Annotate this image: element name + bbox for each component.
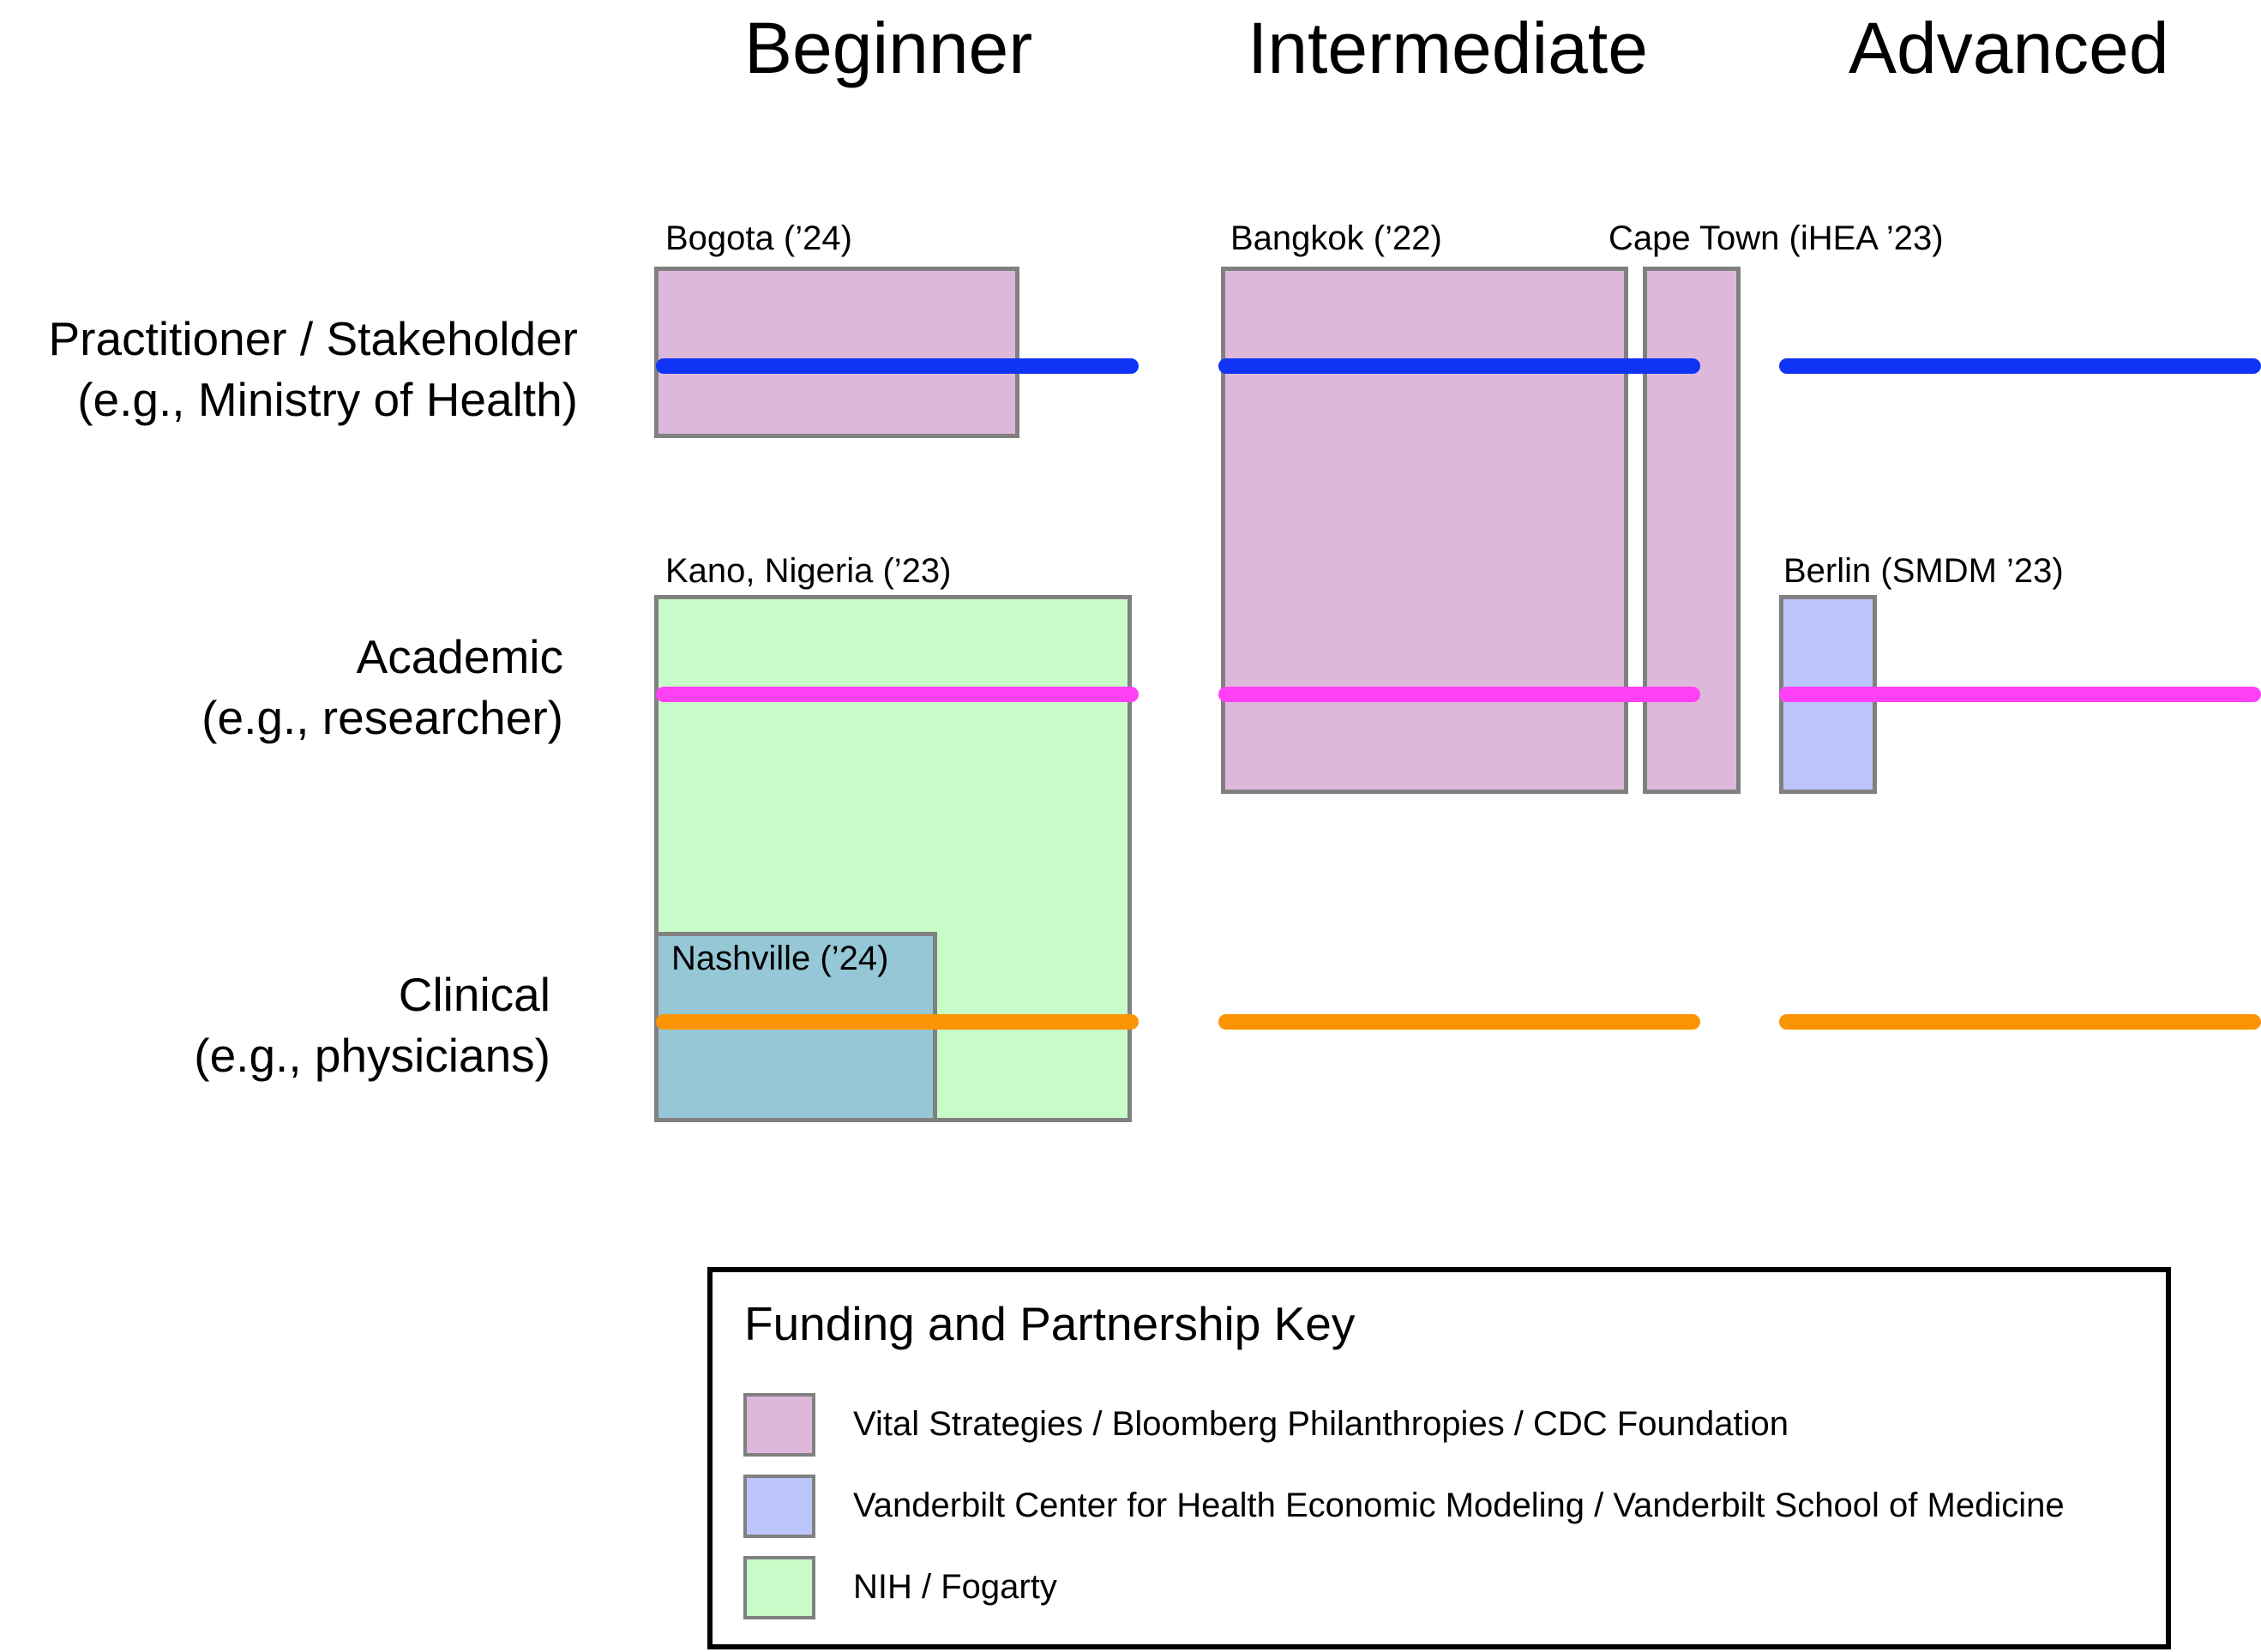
audience-name: Academic <box>356 630 563 683</box>
clinical-line-intermediate <box>1218 1014 1700 1030</box>
audience-practitioner-label: Practitioner / Stakeholder (e.g., Minist… <box>48 309 578 430</box>
audience-clinical-label: Clinical (e.g., physicians) <box>194 964 550 1086</box>
workshop-kano-label: Kano, Nigeria (’23) <box>665 552 952 590</box>
workshop-bangkok-label: Bangkok (’22) <box>1230 219 1442 257</box>
workshop-berlin-label: Berlin (SMDM ’23) <box>1783 552 2064 590</box>
workshop-bangkok-box <box>1221 267 1628 794</box>
audience-example: (e.g., physicians) <box>194 1029 550 1082</box>
audience-name: Clinical <box>398 968 550 1021</box>
practitioner-line-intermediate <box>1218 358 1700 374</box>
academic-line-beginner <box>656 687 1139 702</box>
practitioner-line-beginner <box>656 358 1139 374</box>
level-beginner-header: Beginner <box>744 8 1033 88</box>
key-swatch <box>743 1556 815 1619</box>
audience-name: Practitioner / Stakeholder <box>48 312 578 365</box>
key-item-label: Vanderbilt Center for Health Economic Mo… <box>853 1487 2065 1524</box>
key-swatch <box>743 1393 815 1457</box>
clinical-line-advanced <box>1779 1014 2261 1030</box>
key-item-label: NIH / Fogarty <box>853 1568 1057 1606</box>
funding-key: Funding and Partnership Key Vital Strate… <box>707 1267 2171 1649</box>
practitioner-line-advanced <box>1779 358 2261 374</box>
audience-example: (e.g., researcher) <box>201 691 563 744</box>
key-item-vital-strategies: Vital Strategies / Bloomberg Philanthrop… <box>743 1393 2150 1458</box>
audience-example: (e.g., Ministry of Health) <box>77 373 578 426</box>
funding-key-title: Funding and Partnership Key <box>744 1297 1356 1350</box>
academic-line-intermediate <box>1218 687 1700 702</box>
key-item-nih-fogarty: NIH / Fogarty <box>743 1556 2150 1621</box>
clinical-line-beginner <box>656 1014 1139 1030</box>
workshop-bogota-label: Bogota (’24) <box>665 219 852 257</box>
academic-line-advanced <box>1779 687 2261 702</box>
workshop-capetown-box <box>1643 267 1741 794</box>
workshop-nashville-label: Nashville (’24) <box>671 940 889 977</box>
workshop-capetown-label: Cape Town (iHEA ’23) <box>1609 219 1944 257</box>
key-item-label: Vital Strategies / Bloomberg Philanthrop… <box>853 1405 1789 1443</box>
audience-academic-label: Academic (e.g., researcher) <box>201 627 563 748</box>
key-swatch <box>743 1475 815 1538</box>
key-item-vanderbilt: Vanderbilt Center for Health Economic Mo… <box>743 1475 2150 1540</box>
workshop-bogota-box <box>654 267 1019 438</box>
level-advanced-header: Advanced <box>1849 8 2169 88</box>
level-intermediate-header: Intermediate <box>1248 8 1648 88</box>
